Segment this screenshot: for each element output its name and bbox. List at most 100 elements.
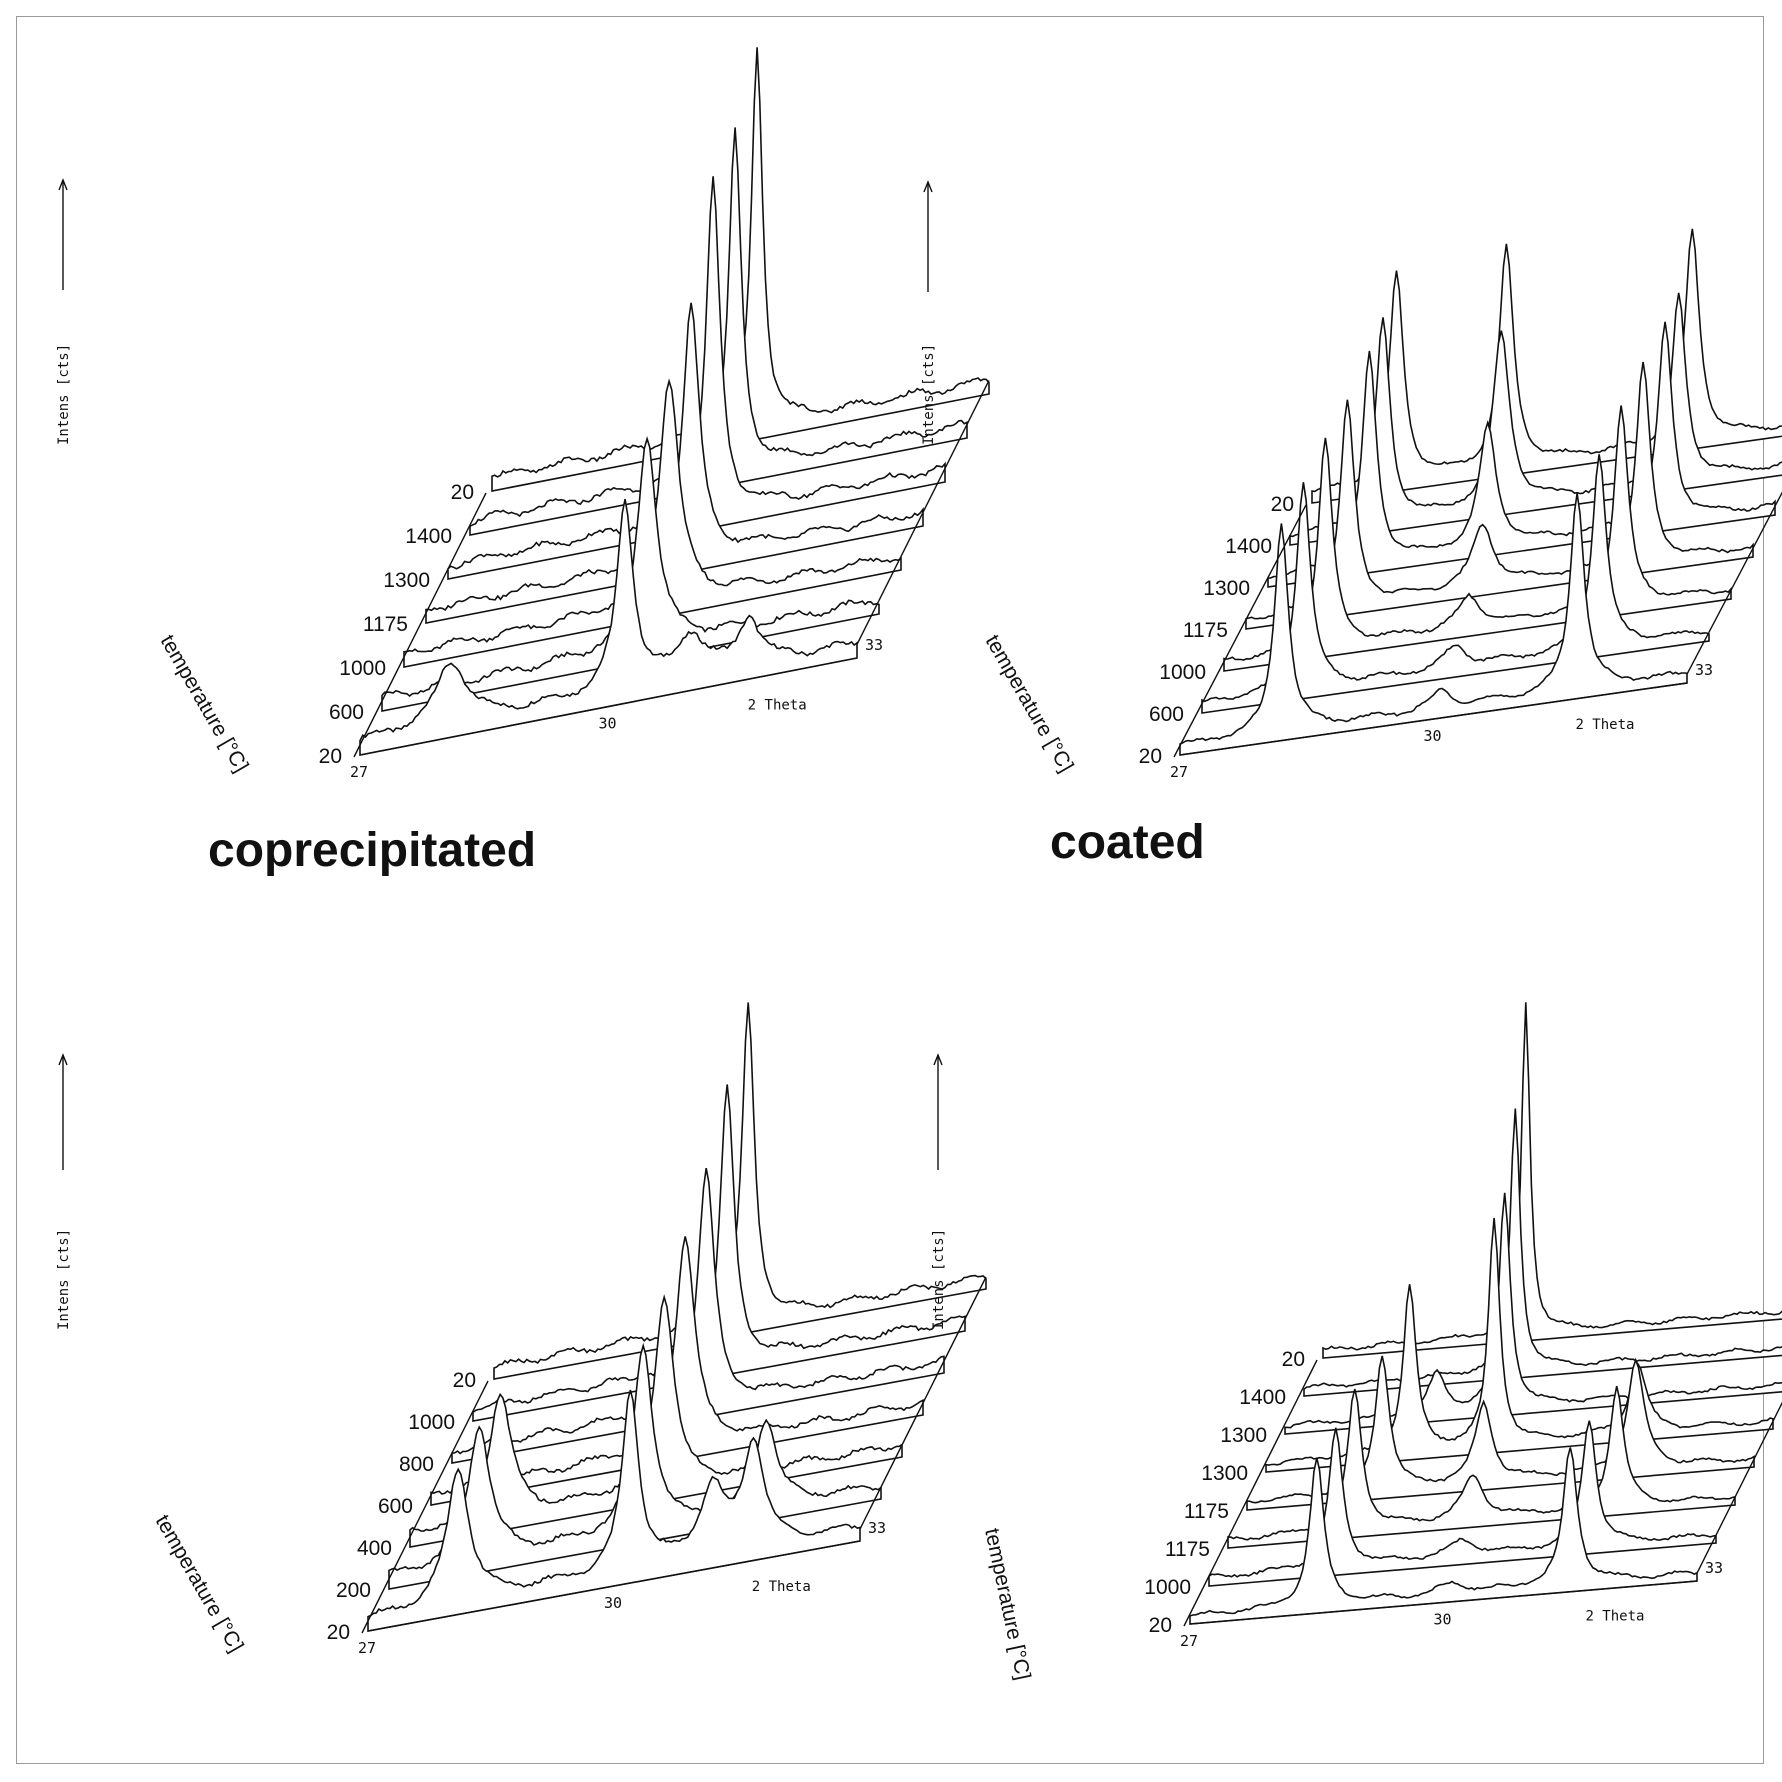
temperature-tick-label: 20 [1282,1348,1305,1371]
temperature-tick-label: 600 [1149,703,1184,726]
temperature-axis [1183,1359,1318,1627]
temperature-tick-label: 1000 [1159,661,1206,684]
depth-edge-right [1730,547,1754,591]
temperature-tick-label: 1175 [363,613,408,636]
temperature-tick-label: 20 [327,1621,350,1644]
temperature-axis-label: temperature [°C] [980,1526,1035,1682]
intensity-axis-label: Intens [cts] [56,344,72,445]
x-tick-label: 30 [604,1594,622,1612]
temperature-tick-label: 20 [1139,745,1162,768]
xrd-trace-2 [1208,1420,1717,1587]
depth-edge-right [1715,1496,1736,1536]
arrow-head-icon [923,180,933,193]
depth-edge-right [1734,1458,1755,1498]
intensity-axis-label: Intens [cts] [921,344,937,445]
chart-coprecipitated-top: 27 30 33 2 Theta 20 600 1000 1175 1300 1400 20 temp… [56,47,990,781]
figure-frame [16,16,1764,1764]
temperature-tick-label: 20 [451,481,474,504]
depth-edge-right [943,1318,966,1362]
xrd-trace-1 [367,1389,861,1632]
x-tick-label: 27 [358,1639,376,1657]
depth-edge-right [901,1402,924,1446]
x-tick-label: 30 [599,715,617,733]
temperature-tick-label: 1300 [1203,577,1250,600]
temperature-tick-label: 20 [319,745,342,768]
depth-edge-right [878,556,902,601]
depth-edge-right [1752,505,1776,549]
temperature-axis [353,492,487,758]
xrd-trace-7 [493,1002,987,1380]
temperature-tick-label: 400 [357,1537,392,1560]
temperature-tick-label: 1175 [1184,1500,1229,1523]
xrd-trace-1 [1189,1447,1698,1625]
x-tick-label: 27 [1170,763,1188,781]
x-axis-label: 2 Theta [1585,1608,1644,1624]
temperature-tick-label: 20 [1149,1614,1172,1637]
arrow-head-icon [933,1053,943,1066]
depth-edge-right [964,1276,987,1320]
depth-edge-right [922,468,946,513]
xrd-trace-8 [1322,1002,1782,1359]
xrd-trace-3 [409,1294,903,1548]
x-axis [1189,1580,1698,1625]
xrd-trace-1 [359,498,858,756]
temperature-tick-label: 600 [329,701,364,724]
temperature-tick-label: 1300 [383,569,430,592]
arrow-head-icon [58,178,68,191]
temperature-axis-label: temperature [°C] [981,631,1078,776]
x-axis [359,657,858,756]
depth-edge-right [922,1360,945,1404]
temperature-tick-label: 1000 [339,657,386,680]
temperature-tick-label: 1300 [1201,1462,1248,1485]
temperature-tick-label: 1400 [1225,535,1272,558]
temperature-axis [361,1380,489,1634]
depth-edge-right [1774,491,1782,507]
chart-coated-bottom: 27 30 33 2 Theta 20 1000 1175 1175 1300 1300 1400 2… [931,1002,1782,1682]
xrd-trace-7 [1303,1108,1782,1397]
temperature-tick-label: 20 [1271,493,1294,516]
temperature-axis [1173,504,1307,758]
depth-edge-right [1753,1420,1774,1460]
chart-coprecipitated-bottom: 27 30 33 2 Theta 20 200 400 600 800 1000 20 tempera… [56,1002,987,1657]
x-tick-label: 27 [350,763,368,781]
temperature-tick-label: 1175 [1165,1538,1210,1561]
xrd-trace-6 [472,1084,966,1422]
depth-edge-right [856,600,880,645]
temperature-axis-label: temperature [°C] [151,1511,248,1656]
chart-coated-top: 27 30 33 2 Theta 20 600 1000 1175 1300 1400 20 temp… [921,180,1782,781]
depth-edge-right [900,512,924,557]
x-tick-label: 30 [1434,1611,1452,1629]
depth-edge-right [880,1444,903,1488]
temperature-tick-label: 200 [336,1579,371,1602]
depth-edge-right [1708,589,1732,633]
x-tick-label: 33 [868,1519,886,1537]
x-axis-label: 2 Theta [1575,717,1634,733]
temperature-tick-label: 600 [378,1495,413,1518]
depth-edge-right [1772,1401,1782,1422]
temperature-axis-label: temperature [°C] [156,631,253,776]
intensity-axis-label: Intens [cts] [931,1229,947,1330]
temperature-tick-label: 1300 [1220,1424,1267,1447]
x-axis [1179,682,1688,756]
x-tick-label: 33 [865,636,883,654]
x-axis [367,1540,861,1632]
caption-coated: coated [1050,816,1205,869]
x-axis-label: 2 Theta [752,1579,811,1595]
temperature-tick-label: 1175 [1183,619,1228,642]
depth-edge-right [1686,631,1710,675]
temperature-tick-label: 1000 [408,1411,455,1434]
caption-coprecipitated: coprecipitated [208,824,536,877]
depth-edge-right [966,380,990,425]
temperature-tick-label: 1400 [405,525,452,548]
temperature-tick-label: 1000 [1144,1576,1191,1599]
temperature-tick-label: 20 [453,1369,476,1392]
depth-edge-right [1696,1534,1717,1574]
xrd-trace-5 [451,1167,945,1464]
arrow-head-icon [58,1053,68,1066]
x-tick-label: 30 [1424,727,1442,745]
x-tick-label: 33 [1705,1559,1723,1577]
depth-edge-right [859,1486,882,1530]
temperature-tick-label: 800 [399,1453,434,1476]
temperature-tick-label: 1400 [1239,1386,1286,1409]
